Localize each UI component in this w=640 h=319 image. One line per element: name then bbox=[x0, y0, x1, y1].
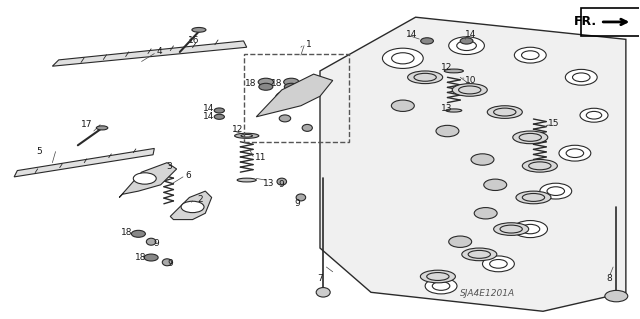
Text: 16: 16 bbox=[188, 36, 199, 45]
Ellipse shape bbox=[493, 223, 529, 235]
Text: 14: 14 bbox=[406, 30, 417, 39]
Text: 15: 15 bbox=[548, 119, 559, 128]
Text: 9: 9 bbox=[167, 259, 173, 268]
Text: FR.: FR. bbox=[574, 15, 597, 28]
Text: 13: 13 bbox=[262, 179, 274, 188]
Polygon shape bbox=[170, 191, 212, 219]
Circle shape bbox=[392, 100, 414, 111]
Ellipse shape bbox=[316, 287, 330, 297]
Text: 10: 10 bbox=[465, 76, 477, 85]
Ellipse shape bbox=[192, 27, 206, 32]
Circle shape bbox=[580, 108, 608, 122]
Ellipse shape bbox=[408, 71, 443, 84]
Ellipse shape bbox=[163, 259, 172, 266]
Text: 17: 17 bbox=[81, 120, 93, 129]
Text: 9: 9 bbox=[294, 199, 300, 208]
Circle shape bbox=[515, 47, 546, 63]
Text: 3: 3 bbox=[166, 162, 172, 171]
Polygon shape bbox=[256, 74, 333, 117]
Text: 18: 18 bbox=[271, 79, 282, 88]
Text: 18: 18 bbox=[245, 79, 256, 88]
Circle shape bbox=[284, 83, 298, 90]
Ellipse shape bbox=[97, 126, 108, 130]
Circle shape bbox=[449, 236, 472, 248]
Polygon shape bbox=[119, 163, 177, 197]
Text: 5: 5 bbox=[36, 147, 42, 156]
Text: 14: 14 bbox=[203, 104, 214, 113]
Circle shape bbox=[565, 69, 597, 85]
Ellipse shape bbox=[279, 115, 291, 122]
Circle shape bbox=[383, 48, 423, 69]
Circle shape bbox=[284, 78, 299, 86]
Text: 8: 8 bbox=[607, 274, 612, 283]
Circle shape bbox=[449, 37, 484, 55]
Circle shape bbox=[214, 114, 225, 119]
Ellipse shape bbox=[513, 131, 548, 144]
Circle shape bbox=[133, 173, 156, 184]
Circle shape bbox=[436, 125, 459, 137]
Circle shape bbox=[460, 38, 473, 44]
Circle shape bbox=[214, 108, 225, 113]
Ellipse shape bbox=[147, 238, 156, 245]
Circle shape bbox=[540, 183, 572, 199]
Text: SJA4E1201A: SJA4E1201A bbox=[460, 289, 515, 298]
Circle shape bbox=[559, 145, 591, 161]
Text: 12: 12 bbox=[232, 125, 243, 134]
Text: 18: 18 bbox=[121, 228, 132, 237]
Circle shape bbox=[275, 90, 307, 106]
Text: 4: 4 bbox=[156, 48, 162, 56]
Circle shape bbox=[258, 78, 273, 86]
Ellipse shape bbox=[446, 109, 462, 112]
Circle shape bbox=[474, 208, 497, 219]
Circle shape bbox=[425, 278, 457, 294]
Ellipse shape bbox=[235, 133, 259, 138]
Ellipse shape bbox=[302, 124, 312, 131]
Polygon shape bbox=[320, 17, 626, 311]
Text: 14: 14 bbox=[465, 30, 477, 39]
Ellipse shape bbox=[516, 191, 551, 204]
Circle shape bbox=[471, 154, 494, 165]
Ellipse shape bbox=[462, 248, 497, 261]
Circle shape bbox=[483, 256, 515, 272]
Ellipse shape bbox=[237, 178, 256, 182]
Text: 12: 12 bbox=[441, 63, 452, 72]
Text: 18: 18 bbox=[135, 253, 147, 262]
Ellipse shape bbox=[241, 135, 252, 137]
Ellipse shape bbox=[296, 194, 306, 201]
Text: 9: 9 bbox=[153, 239, 159, 248]
Text: 2: 2 bbox=[198, 195, 204, 204]
Polygon shape bbox=[52, 41, 246, 66]
Text: 11: 11 bbox=[255, 153, 266, 162]
Circle shape bbox=[605, 290, 628, 302]
Polygon shape bbox=[14, 148, 154, 177]
Text: 14: 14 bbox=[203, 112, 214, 121]
Ellipse shape bbox=[277, 178, 287, 185]
Circle shape bbox=[259, 83, 273, 90]
Circle shape bbox=[131, 230, 145, 237]
Circle shape bbox=[181, 201, 204, 213]
Ellipse shape bbox=[420, 270, 456, 283]
Text: 7: 7 bbox=[317, 274, 323, 283]
Text: 9: 9 bbox=[278, 180, 284, 189]
Text: 1: 1 bbox=[306, 40, 312, 48]
Ellipse shape bbox=[452, 84, 487, 96]
Ellipse shape bbox=[444, 69, 463, 73]
Circle shape bbox=[484, 179, 507, 190]
Text: 6: 6 bbox=[185, 171, 191, 181]
Text: 13: 13 bbox=[441, 104, 452, 113]
Circle shape bbox=[513, 220, 547, 238]
Circle shape bbox=[420, 38, 433, 44]
Circle shape bbox=[144, 254, 158, 261]
Ellipse shape bbox=[487, 106, 522, 118]
Ellipse shape bbox=[522, 160, 557, 172]
